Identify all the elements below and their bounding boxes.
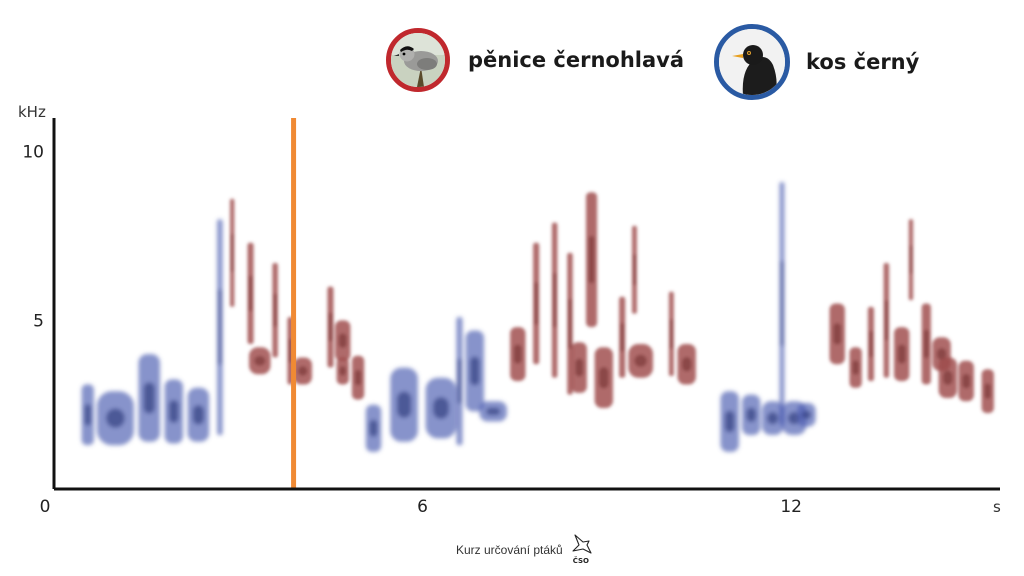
segment-core-0-5 bbox=[298, 366, 308, 376]
axis-ticks: 0 6 12 5 10 bbox=[22, 143, 802, 517]
y-tick-label-10: 10 bbox=[22, 143, 44, 163]
segment-core-0-23 bbox=[852, 360, 859, 375]
x-tick-label-0: 0 bbox=[40, 497, 51, 517]
segment-core-0-0 bbox=[231, 234, 234, 272]
y-tick-label-5: 5 bbox=[33, 311, 44, 331]
spectrogram-marks bbox=[81, 182, 994, 452]
segment-core-0-9 bbox=[355, 370, 362, 386]
cso-logo: ČSO bbox=[569, 533, 595, 567]
segment-core-0-12 bbox=[553, 273, 557, 328]
segment-core-0-1 bbox=[249, 275, 253, 312]
segment-core-0-24 bbox=[869, 331, 873, 357]
segment-core-0-13 bbox=[568, 298, 572, 349]
series-0 bbox=[230, 192, 994, 414]
segment-core-1-2 bbox=[143, 382, 155, 414]
segment-core-1-1 bbox=[106, 408, 125, 428]
segment-core-1-12 bbox=[725, 410, 735, 433]
legend-item-blackbird: kos černý bbox=[714, 24, 919, 100]
segment-core-0-27 bbox=[909, 245, 913, 274]
y-axis-unit-label: kHz bbox=[18, 103, 46, 121]
segment-core-0-28 bbox=[924, 329, 929, 359]
segment-core-1-7 bbox=[397, 391, 411, 418]
segment-core-0-11 bbox=[534, 282, 538, 325]
segment-core-1-17 bbox=[801, 410, 812, 419]
blackbird-photo-icon bbox=[714, 24, 790, 100]
segment-core-0-6 bbox=[328, 312, 332, 342]
segment-core-0-3 bbox=[273, 293, 277, 327]
bird-outline-icon bbox=[572, 534, 592, 554]
x-axis-unit-label: s bbox=[993, 498, 1001, 516]
segment-core-0-16 bbox=[599, 367, 609, 389]
segment-core-0-15 bbox=[588, 236, 595, 284]
segment-core-1-16 bbox=[780, 261, 784, 346]
footer: Kurz určování ptáků ČSO bbox=[456, 533, 595, 567]
segment-core-0-25 bbox=[885, 300, 888, 341]
segment-core-1-11 bbox=[486, 407, 501, 415]
segment-core-1-5 bbox=[218, 289, 222, 365]
legend-label-blackcap: pěnice černohlavá bbox=[468, 48, 685, 72]
segment-core-0-20 bbox=[670, 319, 673, 349]
x-tick-label-6: 6 bbox=[417, 497, 428, 517]
x-tick-label-12: 12 bbox=[780, 497, 802, 517]
segment-core-0-18 bbox=[633, 254, 636, 286]
segment-core-0-31 bbox=[962, 374, 971, 389]
segment-core-1-6 bbox=[369, 420, 378, 437]
segment-core-0-8 bbox=[339, 366, 346, 376]
blackcap-photo-icon bbox=[386, 28, 450, 92]
segment-core-0-14 bbox=[575, 358, 584, 377]
segment-core-0-30 bbox=[943, 370, 953, 385]
legend-item-blackcap: pěnice černohlavá bbox=[386, 28, 684, 92]
segment-core-1-10 bbox=[470, 356, 480, 386]
segment-core-1-3 bbox=[169, 400, 179, 423]
segment-core-0-10 bbox=[513, 344, 522, 364]
legend-label-blackbird: kos černý bbox=[806, 50, 920, 74]
segment-core-1-9 bbox=[457, 358, 461, 404]
segment-core-1-14 bbox=[767, 412, 779, 425]
segment-core-0-29 bbox=[937, 348, 947, 360]
segment-core-0-7 bbox=[338, 333, 347, 348]
footer-text: Kurz určování ptáků bbox=[456, 543, 563, 557]
segment-core-0-26 bbox=[897, 344, 906, 364]
series-1 bbox=[81, 182, 816, 452]
cso-logo-text: ČSO bbox=[572, 557, 589, 565]
segment-core-0-17 bbox=[620, 323, 624, 352]
segment-core-0-32 bbox=[984, 383, 991, 399]
segment-core-1-4 bbox=[193, 405, 204, 425]
segment-core-1-0 bbox=[84, 404, 91, 426]
segment-core-1-8 bbox=[433, 397, 449, 419]
segment-core-0-2 bbox=[254, 356, 266, 366]
segment-core-0-19 bbox=[634, 354, 647, 367]
segment-core-0-22 bbox=[833, 323, 842, 345]
segment-core-1-13 bbox=[746, 407, 756, 422]
segment-core-0-21 bbox=[682, 357, 692, 372]
